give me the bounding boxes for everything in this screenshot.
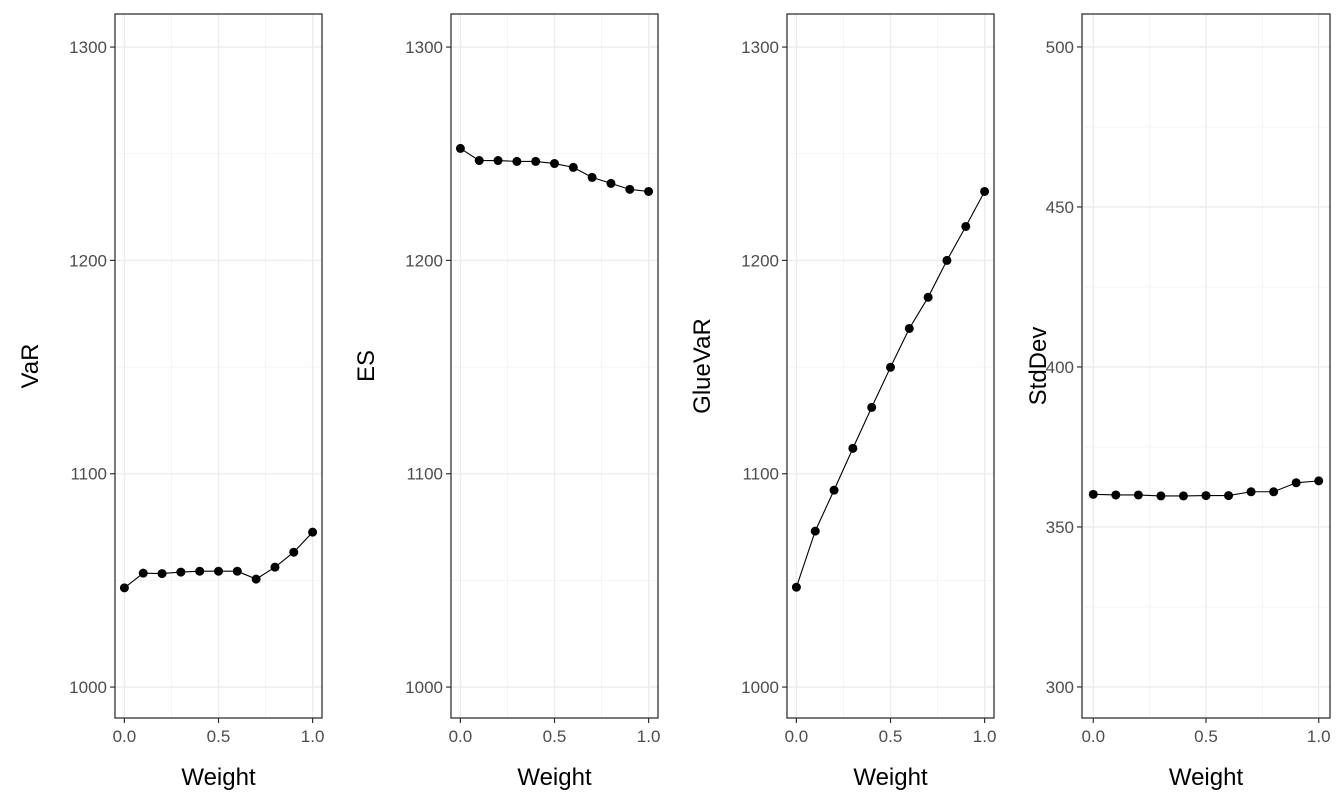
- data-point: [270, 562, 280, 572]
- data-point: [606, 178, 616, 188]
- y-tick-label: 1000: [69, 678, 107, 697]
- data-point: [251, 574, 261, 584]
- data-point: [195, 566, 205, 576]
- data-point: [1201, 491, 1211, 501]
- data-point: [1314, 476, 1324, 486]
- x-tick-label: 1.0: [973, 727, 997, 746]
- data-point: [214, 566, 223, 576]
- y-tick-label: 1300: [405, 38, 443, 57]
- data-point: [1156, 491, 1166, 501]
- x-axis-title: Weight: [853, 764, 928, 791]
- y-tick-label: 300: [1046, 678, 1074, 697]
- data-point: [568, 162, 578, 172]
- x-tick-label: 0.0: [1081, 727, 1105, 746]
- data-point: [886, 362, 895, 372]
- y-tick-label: 1200: [69, 251, 107, 270]
- data-point: [550, 159, 559, 169]
- data-point: [493, 156, 503, 166]
- x-tick-label: 0.5: [207, 727, 231, 746]
- x-axis-title: Weight: [517, 764, 592, 791]
- data-point: [308, 527, 318, 537]
- data-point: [1088, 489, 1098, 499]
- panel-var: 0.0 0.5 1.0 1000 1100 1200 1300 Weight VaR: [17, 13, 325, 791]
- data-point: [512, 156, 522, 166]
- x-tick-label: 1.0: [301, 727, 325, 746]
- data-point: [176, 567, 186, 577]
- y-tick-label: 1300: [69, 38, 107, 57]
- x-tick-label: 1.0: [1307, 727, 1331, 746]
- data-point: [829, 485, 839, 495]
- data-point: [1224, 491, 1234, 501]
- y-tick-label: 500: [1046, 38, 1074, 57]
- panel-border: [1081, 13, 1331, 719]
- data-point: [1178, 491, 1188, 501]
- data-point: [791, 582, 801, 592]
- panel-stddev: 0.0 0.5 1.0 300 350 400 450 500 Weight StdDev: [1025, 13, 1331, 791]
- data-point: [923, 292, 933, 302]
- panel-border: [786, 13, 995, 719]
- data-point: [810, 526, 820, 536]
- data-point: [867, 402, 877, 412]
- y-tick-label: 1100: [70, 465, 107, 484]
- panel-border: [450, 13, 659, 719]
- data-point: [980, 186, 990, 196]
- x-tick-label: 0.0: [113, 727, 137, 746]
- data-point: [232, 566, 242, 576]
- data-point: [587, 172, 597, 182]
- y-tick-label: 450: [1046, 198, 1074, 217]
- y-tick-label: 1300: [741, 38, 779, 57]
- y-axis-title: VaR: [17, 344, 44, 389]
- data-point: [531, 156, 541, 166]
- x-tick-label: 0.5: [543, 727, 567, 746]
- data-point: [289, 547, 299, 557]
- x-tick-label: 1.0: [637, 727, 661, 746]
- data-point: [1111, 490, 1121, 500]
- data-point: [904, 323, 914, 333]
- data-point: [1291, 478, 1301, 488]
- panel-gluevar: 0.0 0.5 1.0 1000 1100 1200 1300 Weight GlueVaR: [689, 13, 997, 791]
- y-tick-label: 400: [1046, 358, 1074, 377]
- data-point: [119, 583, 129, 593]
- y-tick-label: 350: [1046, 518, 1074, 537]
- x-axis-title: Weight: [1169, 764, 1244, 791]
- data-point: [942, 255, 952, 265]
- data-point: [1269, 487, 1279, 497]
- x-tick-label: 0.5: [1194, 727, 1218, 746]
- data-point: [455, 143, 465, 153]
- panel-border: [114, 13, 323, 719]
- y-tick-label: 1200: [405, 251, 443, 270]
- y-tick-label: 1100: [406, 465, 443, 484]
- panel-es: 0.0 0.5 1.0 1000 1100 1200 1300 Weight ES: [353, 13, 661, 791]
- data-point: [474, 156, 484, 166]
- x-tick-label: 0.0: [785, 727, 809, 746]
- y-tick-label: 1200: [741, 251, 779, 270]
- data-point: [157, 569, 167, 579]
- y-tick-label: 1100: [742, 465, 779, 484]
- x-axis-title: Weight: [181, 764, 256, 791]
- data-point: [644, 186, 654, 196]
- y-tick-label: 1000: [405, 678, 443, 697]
- x-tick-label: 0.5: [879, 727, 903, 746]
- data-point: [848, 443, 858, 453]
- y-axis-title: StdDev: [1025, 327, 1052, 406]
- data-point: [1246, 487, 1256, 497]
- data-point: [625, 184, 635, 194]
- data-point: [961, 221, 971, 231]
- y-axis-title: GlueVaR: [689, 318, 716, 414]
- data-point: [138, 568, 148, 578]
- data-point: [1133, 490, 1143, 500]
- y-axis-title: ES: [353, 350, 380, 382]
- y-tick-label: 1000: [741, 678, 779, 697]
- x-tick-label: 0.0: [449, 727, 473, 746]
